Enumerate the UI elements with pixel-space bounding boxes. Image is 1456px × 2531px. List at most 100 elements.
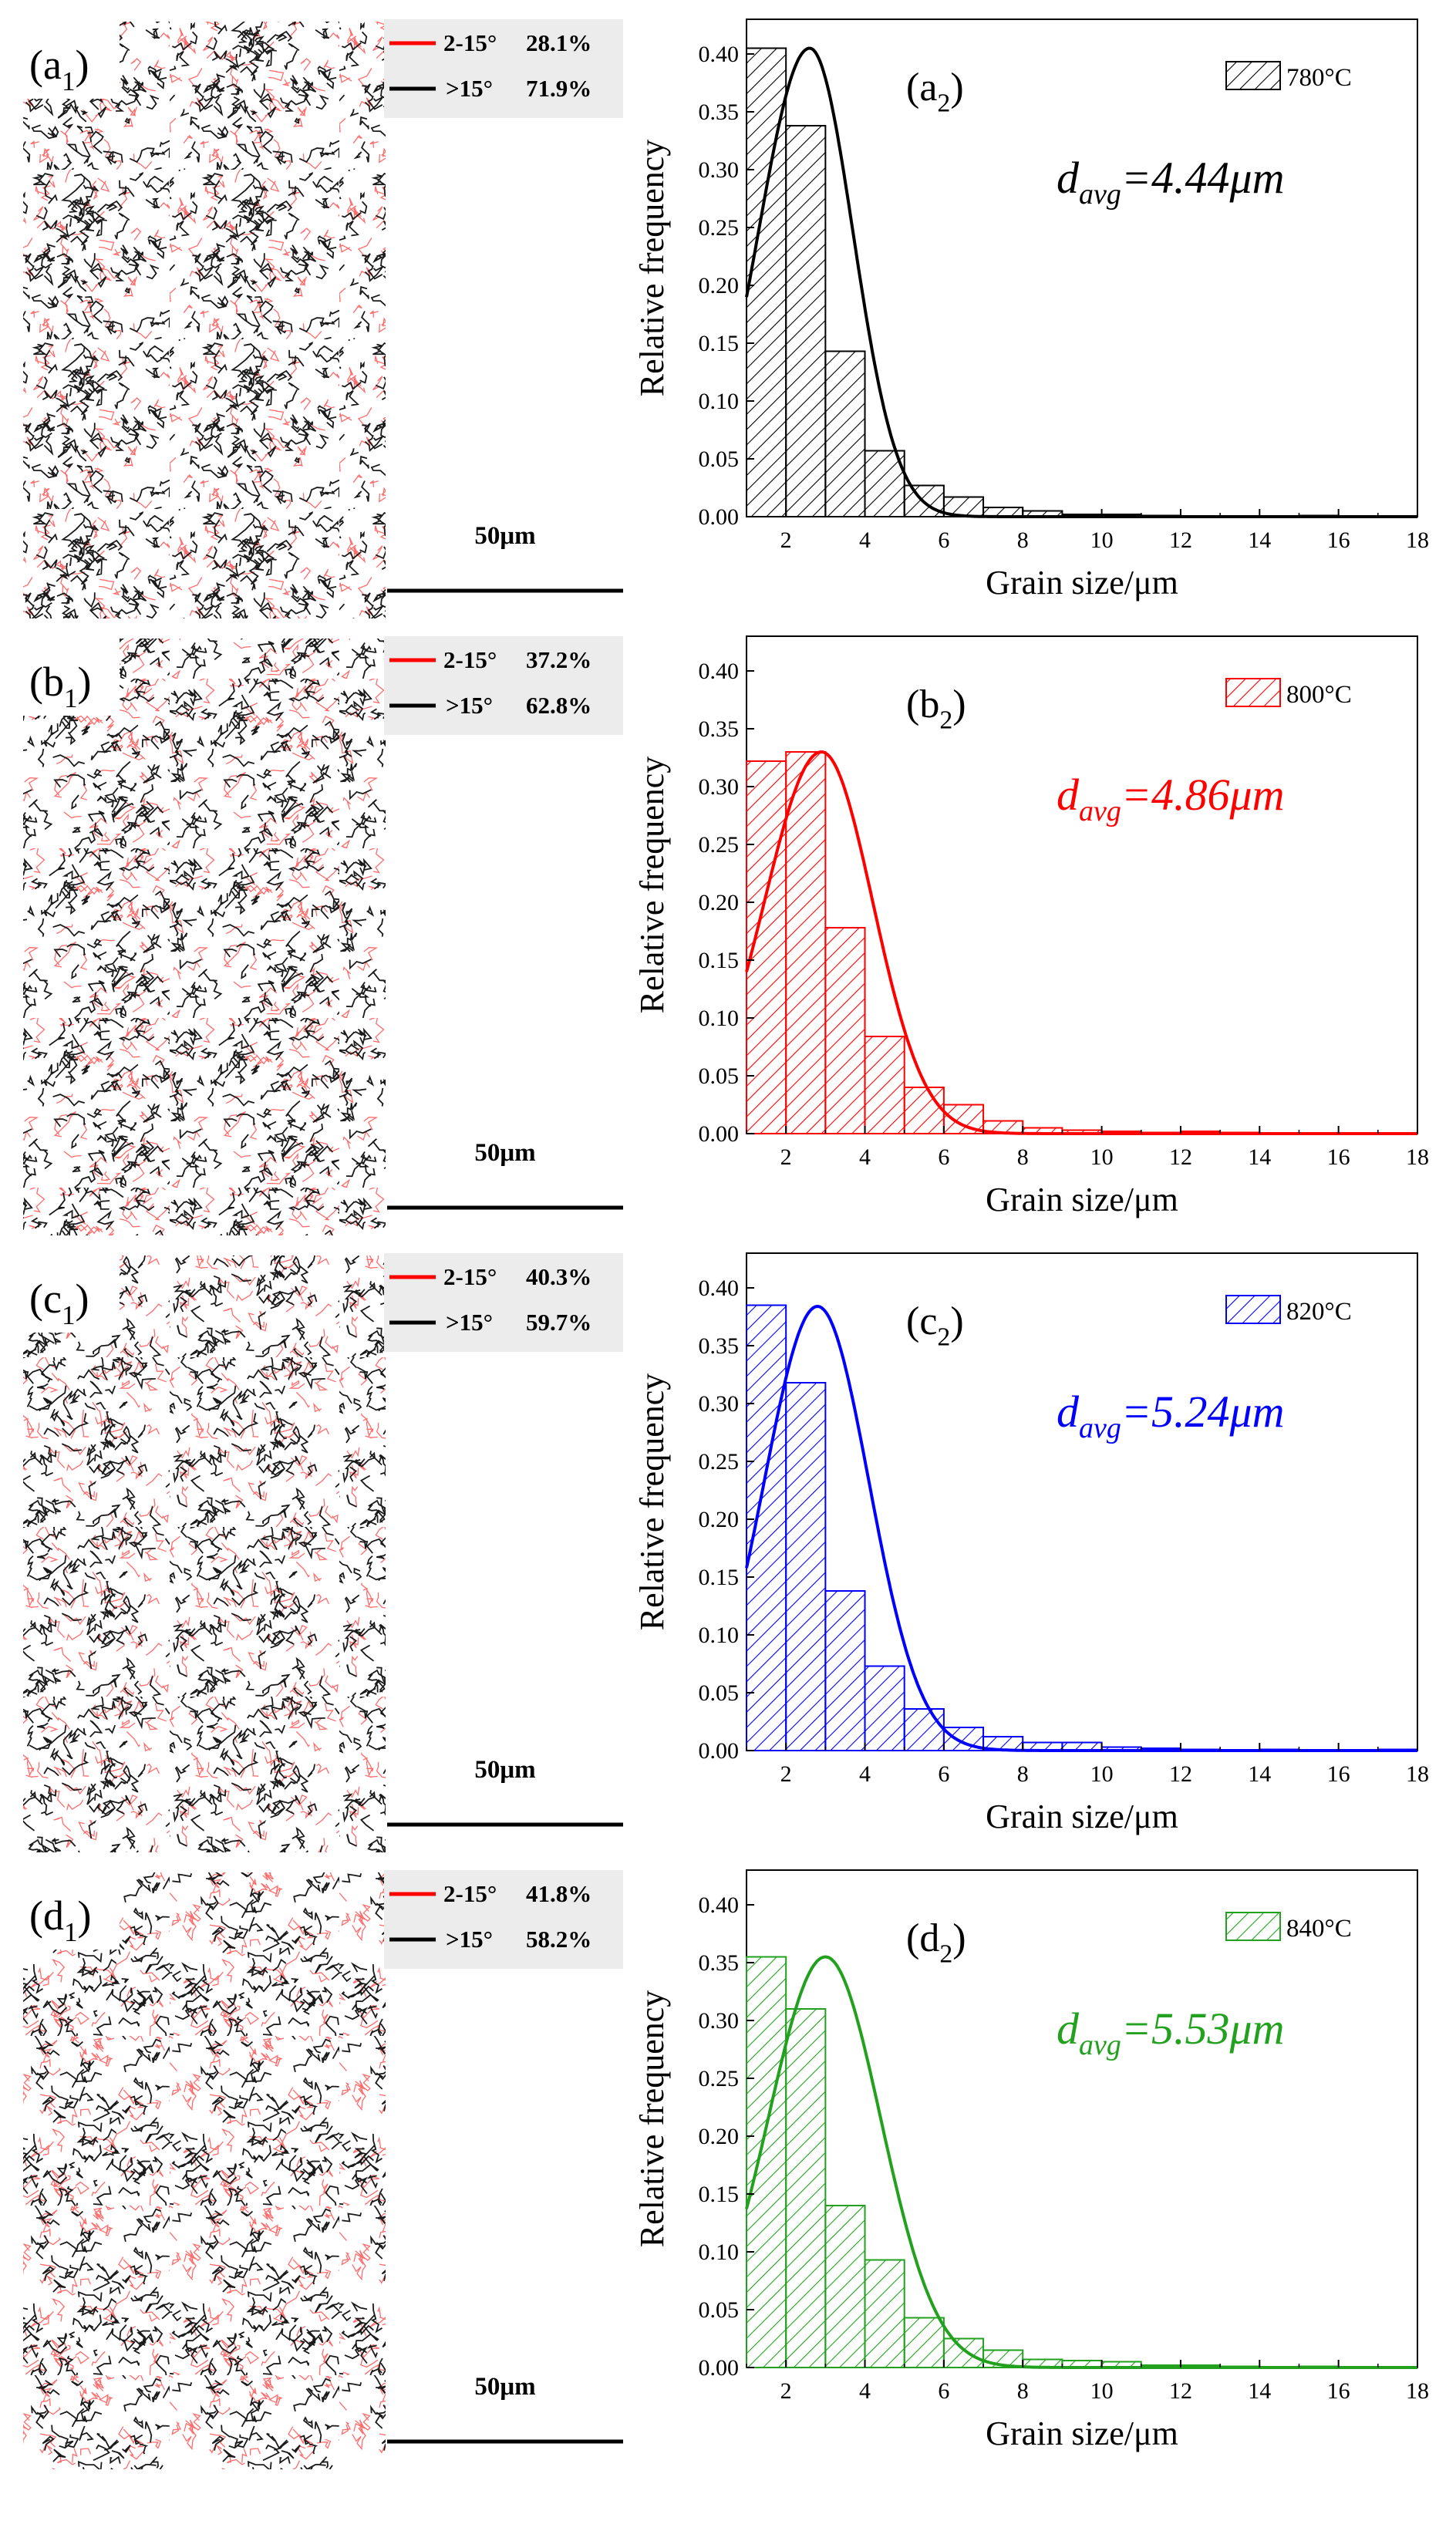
scale-bar-d: 50μm bbox=[386, 2344, 625, 2469]
x-tick-label: 18 bbox=[1406, 527, 1429, 553]
y-tick-label: 0.00 bbox=[699, 504, 740, 530]
legend-label: 780°C bbox=[1286, 64, 1352, 92]
fit-curve bbox=[745, 46, 1417, 518]
y-axis: 0.00 0.05 0.10 0.15 0.20 0.25 0.30 0.35 0.40 bbox=[699, 1892, 754, 2381]
y-tick-label: 0.25 bbox=[699, 832, 740, 858]
y-tick-label: 0.05 bbox=[699, 1063, 740, 1089]
x-tick-label: 2 bbox=[780, 2378, 792, 2404]
map-label: (a1) bbox=[29, 42, 89, 96]
bar bbox=[785, 125, 827, 517]
y-tick-label: 0.40 bbox=[699, 1276, 740, 1301]
hagb-label: >15° bbox=[446, 1926, 493, 1953]
y-tick-label: 0.35 bbox=[699, 716, 740, 742]
bar bbox=[864, 1665, 905, 1751]
legend-label: 800°C bbox=[1286, 681, 1352, 709]
lagb-value: 28.1% bbox=[526, 29, 592, 56]
y-tick-label: 0.35 bbox=[699, 1950, 740, 1976]
x-tick-label: 2 bbox=[780, 527, 792, 553]
x-tick-label: 6 bbox=[938, 1144, 949, 1170]
boundary-legend-c: 2-15° 40.3% >15° 59.7% bbox=[384, 1253, 623, 1352]
scale-bar-bg bbox=[386, 2344, 625, 2469]
scale-bar-label: 50μm bbox=[474, 2373, 535, 2401]
legend-label: 840°C bbox=[1286, 1915, 1352, 1943]
x-axis: 2 4 6 8 10 12 14 16 18 bbox=[746, 2360, 1429, 2404]
x-tick-label: 18 bbox=[1406, 1761, 1429, 1787]
scale-bar-bg bbox=[386, 494, 625, 618]
histogram-b: 2 4 6 8 10 12 14 16 180.000.050.100.150.200.250.… bbox=[633, 635, 1429, 1218]
y-axis: 0.00 0.05 0.10 0.15 0.20 0.25 0.30 0.35 0.40 bbox=[699, 659, 754, 1147]
y-axis-label: Relative frequency bbox=[633, 140, 671, 397]
bar bbox=[864, 1036, 905, 1134]
chart-label: (c2) bbox=[906, 1299, 964, 1352]
y-axis-label: Relative frequency bbox=[633, 757, 671, 1014]
y-tick-label: 0.20 bbox=[699, 273, 740, 298]
x-tick-label: 18 bbox=[1406, 1144, 1429, 1170]
x-tick-label: 12 bbox=[1169, 527, 1192, 553]
bar bbox=[746, 1304, 787, 1751]
x-tick-label: 10 bbox=[1090, 2378, 1114, 2404]
hagb-label: >15° bbox=[446, 1309, 493, 1336]
legend-swatch bbox=[1225, 61, 1281, 90]
series-legend: 800°C bbox=[1225, 678, 1352, 709]
x-tick-label: 4 bbox=[859, 1144, 871, 1170]
x-tick-label: 14 bbox=[1248, 527, 1271, 553]
scale-bar-b: 50μm bbox=[386, 1110, 625, 1235]
bar bbox=[903, 1708, 945, 1751]
x-tick-label: 8 bbox=[1017, 527, 1029, 553]
y-tick-label: 0.30 bbox=[699, 1391, 740, 1417]
bar bbox=[864, 2259, 905, 2368]
grain-map-b bbox=[23, 639, 386, 1235]
legend-background bbox=[384, 19, 623, 118]
y-tick-label: 0.00 bbox=[699, 2355, 740, 2381]
y-tick-label: 0.40 bbox=[699, 42, 740, 67]
x-tick-label: 6 bbox=[938, 2378, 949, 2404]
legend-background bbox=[384, 636, 623, 735]
x-tick-label: 16 bbox=[1327, 1761, 1350, 1787]
bar bbox=[746, 1956, 787, 2368]
panel-c: 2-15° 40.3% >15° 59.7% (c1) 50μm 2 4 6 8 10 12 14 16 1… bbox=[23, 1252, 1429, 1852]
lagb-value: 40.3% bbox=[526, 1263, 592, 1290]
x-tick-label: 8 bbox=[1017, 1144, 1029, 1170]
grain-boundary-map bbox=[23, 1872, 386, 2469]
panel-b: 2-15° 37.2% >15° 62.8% (b1) 50μm 2 4 6 8 10 12 14 16 1… bbox=[23, 635, 1429, 1235]
hagb-value: 58.2% bbox=[526, 1926, 592, 1953]
x-tick-label: 14 bbox=[1248, 1761, 1271, 1787]
x-axis-label: Grain size/μm bbox=[986, 564, 1178, 602]
scale-bar-c: 50μm bbox=[386, 1727, 625, 1852]
y-tick-label: 0.15 bbox=[699, 2182, 740, 2207]
y-tick-label: 0.25 bbox=[699, 215, 740, 241]
bar bbox=[785, 1382, 827, 1751]
legend-swatch bbox=[1225, 678, 1281, 707]
grain-map-c bbox=[23, 1255, 386, 1852]
y-axis: 0.00 0.05 0.10 0.15 0.20 0.25 0.30 0.35 0.40 bbox=[699, 1276, 754, 1764]
y-tick-label: 0.20 bbox=[699, 2124, 740, 2149]
y-tick-label: 0.35 bbox=[699, 1333, 740, 1359]
y-tick-label: 0.25 bbox=[699, 1449, 740, 1474]
hagb-value: 62.8% bbox=[526, 692, 592, 719]
bar bbox=[942, 2337, 985, 2368]
series-legend: 840°C bbox=[1225, 1912, 1352, 1943]
x-tick-label: 4 bbox=[859, 527, 871, 553]
x-tick-label: 4 bbox=[859, 2378, 871, 2404]
chart-label: (a2) bbox=[906, 66, 964, 118]
y-tick-label: 0.20 bbox=[699, 890, 740, 915]
fit-curve bbox=[745, 1304, 1417, 1752]
x-tick-label: 14 bbox=[1248, 2378, 1271, 2404]
y-tick-label: 0.20 bbox=[699, 1507, 740, 1532]
fit-curve bbox=[745, 750, 1417, 1135]
x-tick-label: 8 bbox=[1017, 1761, 1029, 1787]
bars bbox=[746, 1956, 1340, 2368]
grain-boundary-map bbox=[23, 22, 386, 618]
map-label-bg bbox=[23, 639, 120, 716]
y-tick-label: 0.10 bbox=[699, 2239, 740, 2265]
bar bbox=[785, 2008, 827, 2368]
map-label: (c1) bbox=[29, 1276, 89, 1330]
x-tick-label: 12 bbox=[1169, 1144, 1192, 1170]
x-axis: 2 4 6 8 10 12 14 16 18 bbox=[746, 1126, 1429, 1170]
x-tick-label: 8 bbox=[1017, 2378, 1029, 2404]
boundary-legend-d: 2-15° 41.8% >15° 58.2% bbox=[384, 1870, 623, 1969]
y-tick-label: 0.40 bbox=[699, 659, 740, 684]
x-axis-label: Grain size/μm bbox=[986, 1798, 1178, 1835]
davg-annotation: davg=4.86μm bbox=[1057, 770, 1285, 827]
x-tick-label: 2 bbox=[780, 1144, 792, 1170]
